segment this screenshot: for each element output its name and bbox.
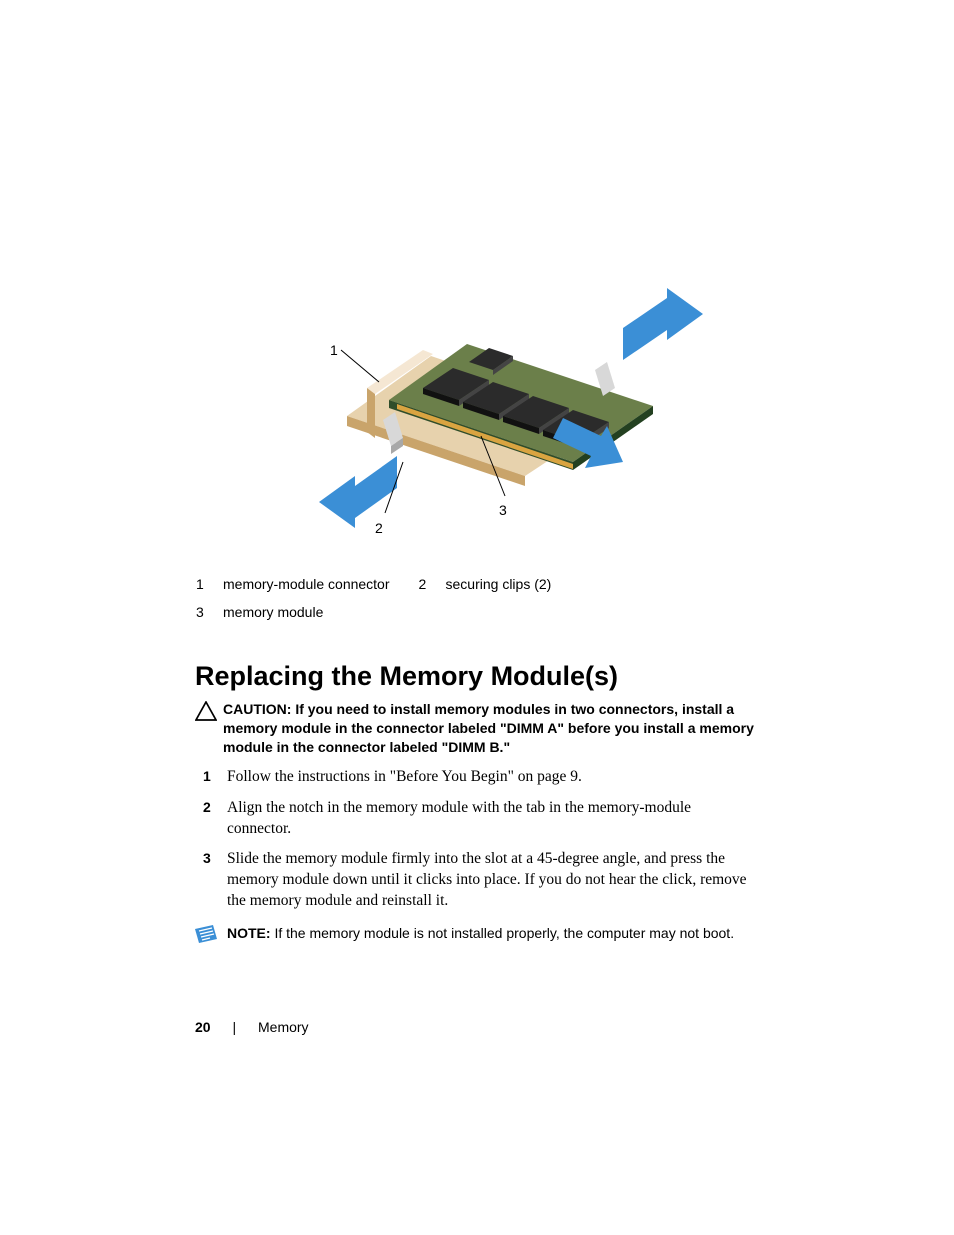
legend-desc bbox=[445, 603, 580, 621]
caution-block: CAUTION: If you need to install memory m… bbox=[195, 700, 755, 757]
legend-num bbox=[418, 603, 445, 621]
page: 1 2 3 1 memory-module connector 2 securi… bbox=[0, 0, 954, 1235]
footer-divider: | bbox=[232, 1019, 236, 1035]
note-icon bbox=[195, 925, 217, 943]
callout-3: 3 bbox=[499, 502, 507, 518]
section-heading: Replacing the Memory Module(s) bbox=[195, 661, 755, 692]
legend-num: 1 bbox=[195, 575, 222, 593]
step-text: Follow the instructions in "Before You B… bbox=[227, 768, 582, 785]
note-body: If the memory module is not installed pr… bbox=[271, 925, 735, 941]
step-number: 2 bbox=[203, 798, 211, 817]
note-block: NOTE: If the memory module is not instal… bbox=[195, 924, 755, 943]
step-text: Slide the memory module firmly into the … bbox=[227, 850, 747, 909]
page-number: 20 bbox=[195, 1019, 211, 1035]
note-lead: NOTE: bbox=[227, 925, 271, 941]
memory-module-svg bbox=[255, 270, 715, 550]
page-footer: 20 | Memory bbox=[195, 1019, 309, 1035]
step-number: 1 bbox=[203, 767, 211, 786]
step-item: 2 Align the notch in the memory module w… bbox=[195, 798, 755, 840]
legend-row: 1 memory-module connector 2 securing cli… bbox=[195, 575, 579, 593]
step-item: 3 Slide the memory module firmly into th… bbox=[195, 849, 755, 912]
memory-diagram: 1 2 3 bbox=[195, 280, 755, 550]
caution-icon bbox=[195, 701, 217, 726]
callout-1: 1 bbox=[330, 342, 338, 358]
legend-desc: memory module bbox=[222, 603, 418, 621]
steps-list: 1 Follow the instructions in "Before You… bbox=[195, 767, 755, 913]
footer-section: Memory bbox=[258, 1019, 309, 1035]
connector-side-left bbox=[367, 388, 375, 438]
legend-desc: securing clips (2) bbox=[445, 575, 580, 593]
callout-legend: 1 memory-module connector 2 securing cli… bbox=[195, 565, 579, 631]
legend-num: 3 bbox=[195, 603, 222, 621]
step-text: Align the notch in the memory module wit… bbox=[227, 799, 691, 837]
caution-body: If you need to install memory modules in… bbox=[223, 701, 754, 755]
callout-2: 2 bbox=[375, 520, 383, 536]
note-text: NOTE: If the memory module is not instal… bbox=[227, 924, 734, 943]
legend-row: 3 memory module bbox=[195, 603, 579, 621]
legend-num: 2 bbox=[418, 575, 445, 593]
caution-text: CAUTION: If you need to install memory m… bbox=[223, 700, 755, 757]
step-number: 3 bbox=[203, 849, 211, 868]
content-area: 1 2 3 1 memory-module connector 2 securi… bbox=[195, 280, 755, 943]
legend-desc: memory-module connector bbox=[222, 575, 418, 593]
step-item: 1 Follow the instructions in "Before You… bbox=[195, 767, 755, 788]
caution-lead: CAUTION: bbox=[223, 701, 291, 717]
